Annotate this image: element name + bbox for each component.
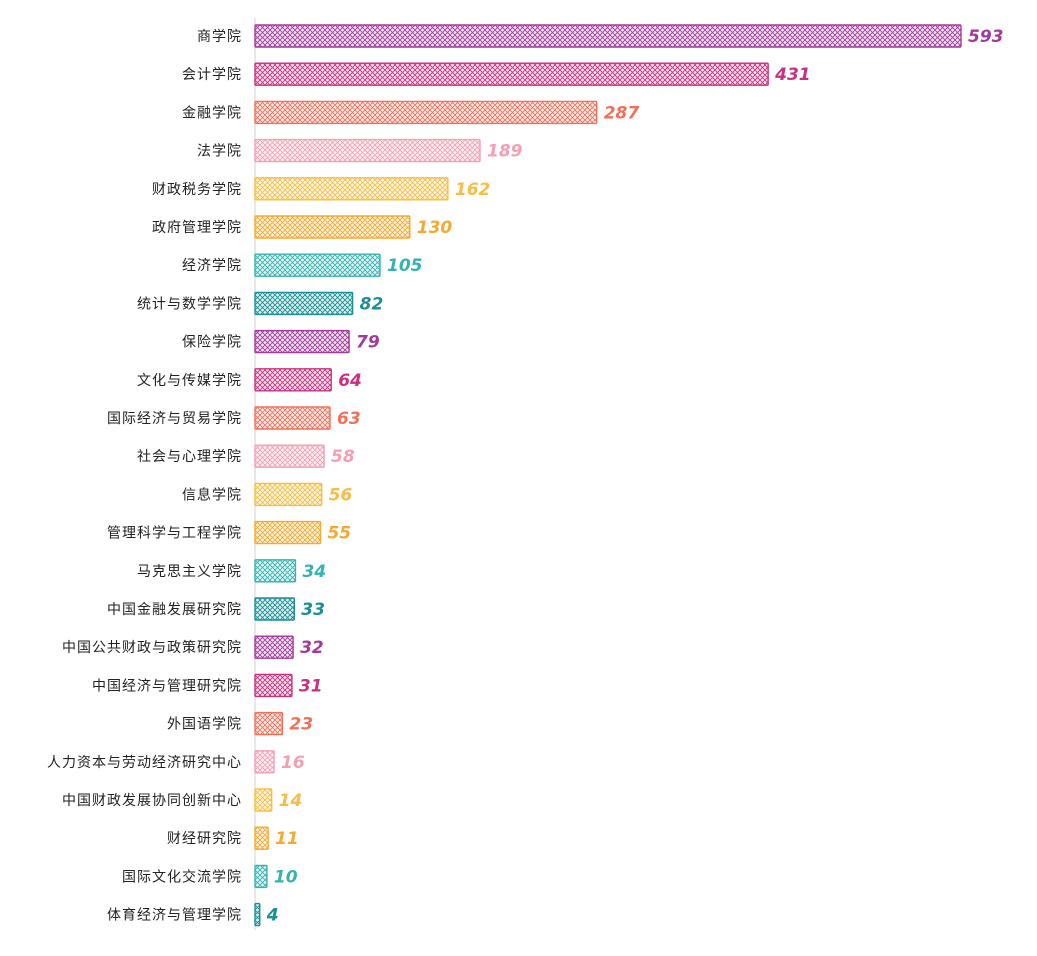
- category-label: 中国公共财政与政策研究院: [62, 639, 242, 656]
- bar: [254, 559, 297, 583]
- value-label: 130: [417, 218, 453, 238]
- category-label: 体育经济与管理学院: [107, 908, 242, 924]
- bar: [254, 635, 294, 659]
- category-label: 国际经济与贸易学院: [107, 411, 242, 427]
- value-label: 32: [300, 638, 324, 658]
- value-label: 162: [455, 180, 491, 200]
- bar: [254, 291, 354, 316]
- value-label: 105: [387, 256, 423, 276]
- bar: [254, 215, 411, 239]
- bar: [254, 673, 293, 698]
- bar: [254, 406, 331, 430]
- value-label: 56: [329, 485, 353, 505]
- value-label: 10: [274, 867, 298, 887]
- category-label: 文化与传媒学院: [137, 373, 242, 389]
- category-label: 金融学院: [182, 105, 242, 121]
- category-label: 商学院: [197, 29, 242, 45]
- bar: [254, 24, 962, 48]
- bar: [254, 597, 295, 621]
- category-label: 经济学院: [182, 258, 242, 274]
- value-label: 31: [299, 676, 323, 696]
- value-label: 14: [279, 791, 303, 811]
- value-label: 4: [266, 906, 279, 926]
- value-label: 23: [289, 715, 313, 735]
- value-label: 34: [302, 562, 326, 582]
- value-label: 63: [337, 409, 361, 429]
- category-label: 统计与数学学院: [137, 296, 242, 312]
- value-label: 11: [275, 829, 299, 849]
- category-label: 马克思主义学院: [137, 564, 242, 580]
- category-label: 信息学院: [182, 486, 242, 503]
- value-label: 82: [360, 294, 384, 314]
- bar: [254, 253, 381, 277]
- category-label: 财政税务学院: [152, 182, 242, 198]
- bar: [254, 100, 598, 125]
- category-label: 中国财政发展协同创新中心: [62, 793, 242, 809]
- bar: [254, 826, 269, 850]
- bar: [254, 711, 284, 736]
- category-label: 财经研究院: [167, 831, 242, 847]
- bar: [254, 482, 323, 507]
- value-label: 79: [356, 333, 380, 353]
- value-label: 189: [487, 142, 523, 162]
- category-label: 人力资本与劳动经济研究中心: [47, 755, 242, 771]
- value-label: 55: [327, 524, 351, 544]
- bar: [254, 520, 322, 545]
- category-label: 中国金融发展研究院: [107, 602, 242, 618]
- category-label: 社会与心理学院: [137, 449, 242, 465]
- bar: [254, 329, 350, 354]
- category-label: 国际文化交流学院: [122, 868, 242, 885]
- bar: [254, 62, 769, 86]
- category-label: 会计学院: [182, 67, 242, 83]
- value-label: 33: [301, 600, 325, 620]
- category-label: 法学院: [197, 144, 242, 160]
- bar: [254, 444, 325, 468]
- bar: [254, 864, 268, 889]
- category-label: 管理科学与工程学院: [107, 526, 242, 542]
- category-label: 政府管理学院: [152, 220, 242, 236]
- category-label: 保险学院: [182, 335, 242, 351]
- value-label: 16: [281, 753, 305, 773]
- value-label: 64: [338, 371, 362, 391]
- value-label: 431: [774, 65, 811, 85]
- bar: [254, 788, 273, 812]
- value-label: 593: [968, 27, 1004, 47]
- bar: [254, 750, 275, 774]
- bar: [254, 138, 481, 163]
- value-label: 287: [604, 103, 640, 123]
- value-label: 58: [331, 447, 355, 467]
- bar: [254, 368, 332, 392]
- bar: [254, 902, 261, 927]
- category-label: 中国经济与管理研究院: [92, 678, 242, 694]
- category-label: 外国语学院: [167, 717, 242, 733]
- bar: [254, 177, 449, 201]
